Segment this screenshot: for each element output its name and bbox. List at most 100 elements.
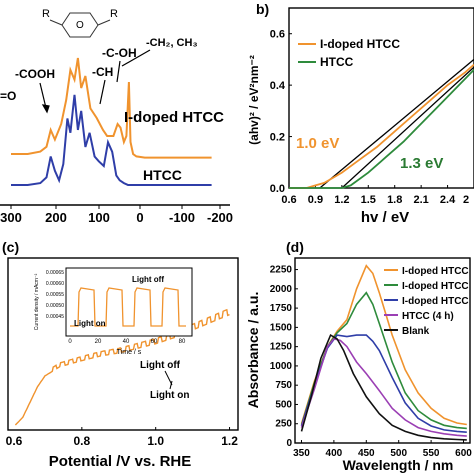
panel-d-x-tick-label: 550 — [423, 448, 440, 459]
panel-c-light-on: Light on — [150, 390, 189, 401]
label-ch: -CH — [92, 65, 113, 79]
panel-c-x-tick-label: 0.8 — [74, 434, 91, 448]
inset-ylabel: Current density / mAcm⁻² — [34, 273, 40, 330]
panel-b-fit-line — [341, 66, 474, 189]
panel-b-x-tick-label: 2 — [463, 194, 469, 206]
inset-y-tick-label: 0.00065 — [46, 270, 64, 276]
panel-d-frame — [294, 257, 471, 444]
inset-light-off: Light off — [132, 275, 164, 284]
panel-b-y-tick-label: 0.2 — [270, 132, 285, 144]
panel-b-series-line — [289, 69, 474, 189]
arrow-line — [39, 82, 47, 109]
inset-x-tick-label: 40 — [123, 339, 130, 345]
panel-b-y-tick-label: 0.6 — [270, 29, 285, 41]
label-ch2ch3: -CH₂, CH₃ — [146, 37, 198, 49]
panel-d-series — [300, 264, 467, 441]
panel-d-y-tick-label: 0 — [286, 438, 292, 449]
panel-b-x-tick-label: 0.6 — [281, 194, 296, 206]
panel-d-y-tick-label: 1250 — [270, 342, 293, 353]
arrow-line — [116, 60, 121, 83]
annotation-arrows — [39, 49, 151, 114]
panel-d-legend: I-doped HTCC I-doped HTCC I-doped HTCC HTCC… — [384, 266, 469, 337]
panel-a-series — [11, 57, 212, 186]
panel-b-annotation-2: 1.3 eV — [400, 155, 443, 172]
panel-b: b) (ahv)² / eV²nm⁻² hv / eV 0.6 0.9 1.2 1.5… — [247, 1, 474, 226]
label-eqo: =O — [0, 89, 16, 103]
label-htcc: HTCC — [143, 167, 182, 183]
panel-d-y-tick-label: 1000 — [270, 361, 293, 372]
panel-d-x-tick-label: 350 — [293, 448, 310, 459]
panel-d-y-tick-label: 500 — [275, 399, 292, 410]
panel-b-legend-2: HTCC — [320, 55, 354, 69]
panel-d-y-tick-label: 2250 — [270, 265, 293, 276]
panel-a-series-line — [11, 94, 212, 186]
panel-d-tag: (d) — [286, 239, 304, 255]
panel-a-tick-label: 200 — [45, 210, 67, 225]
panel-d-legend-label: I-doped HTCC — [402, 296, 469, 307]
inset-x-tick-label: 60 — [151, 339, 158, 345]
panel-d-ticks: 350 400 450 500 550 600 0 250 500 750 1000 1250 1500… — [270, 265, 473, 459]
panel-b-x-tick-label: 2.4 — [440, 194, 456, 206]
inset-ticks: 0.00065 0.00060 0.00055 0.00050 0.00045 0 20 40… — [46, 270, 186, 345]
inset-y-tick-label: 0.00055 — [46, 292, 64, 298]
arrow-line — [121, 49, 151, 67]
label-cooh: -COOH — [15, 67, 55, 81]
panel-a-tick-label: -100 — [169, 210, 195, 225]
panel-a-tick-label: 300 — [0, 210, 22, 225]
panel-d-y-tick-label: 750 — [275, 380, 292, 391]
panel-b-x-tick-label: 1.8 — [387, 194, 402, 206]
panel-d-legend-label: I-doped HTCC — [402, 266, 469, 277]
panel-c-frame — [7, 257, 239, 431]
arrow-head — [41, 104, 50, 114]
panel-b-ticks: 0.6 0.9 1.2 1.5 1.8 2.1 2.4 2 0.0 0.2 0.4 0.6 — [270, 29, 474, 206]
panel-b-tag: b) — [256, 1, 269, 17]
molecule-sketch — [49, 12, 111, 38]
inset-x-tick-label: 80 — [179, 339, 186, 345]
panel-d-legend-label: HTCC (4 h) — [402, 311, 454, 322]
bond-line — [49, 19, 63, 26]
inset-y-tick-label: 0.00060 — [46, 281, 64, 287]
panel-b-frame — [288, 7, 474, 189]
label-r1: R — [42, 8, 50, 20]
panel-c-light-off: Light off — [140, 360, 181, 371]
panel-c-tag: (c) — [2, 239, 19, 255]
inset-frame — [65, 267, 193, 337]
inset-x-tick-label: 20 — [95, 339, 102, 345]
panel-a-tick-label: 100 — [88, 210, 110, 225]
inset-light-on: Light on — [74, 319, 106, 328]
panel-b-x-tick-label: 1.5 — [361, 194, 376, 206]
panel-d-ylabel: Absorbance / a.u. — [245, 292, 261, 409]
panel-a-tick-label: 0 — [136, 210, 143, 225]
panel-b-y-tick-label: 0.4 — [270, 80, 286, 92]
panel-d-y-tick-label: 2000 — [270, 284, 293, 295]
panel-d-series-line — [300, 333, 467, 441]
inset-xlabel: Time / s — [117, 349, 142, 356]
panel-b-annotation-1: 1.0 eV — [296, 135, 339, 152]
panel-b-xlabel: hv / eV — [361, 209, 409, 226]
panel-c-inset: Current density / mAcm⁻² Time / s 0.0006… — [34, 267, 193, 356]
panel-d-y-tick-label: 1500 — [270, 322, 293, 333]
panel-d-x-tick-label: 450 — [358, 448, 375, 459]
bond-line — [97, 19, 111, 26]
panel-c-series-line — [14, 308, 230, 426]
panel-d-series-line — [300, 338, 467, 437]
label-idoped-htcc: I-doped HTCC — [124, 109, 224, 126]
panel-c-x-tick-label: 1.2 — [221, 434, 238, 448]
arrow-line — [99, 79, 106, 105]
panel-c-x-tick-label: 1.0 — [147, 434, 164, 448]
panel-d-x-tick-label: 400 — [326, 448, 343, 459]
label-coh: -C-OH — [102, 46, 137, 60]
panel-b-series — [289, 58, 474, 189]
panel-a: 300 200 100 0 -100 -200 R R O -COOH =O -CH -C… — [0, 8, 233, 225]
panel-a-series-line — [11, 57, 212, 159]
panel-d-legend-label: Blank — [402, 326, 430, 337]
panel-b-y-tick-label: 0.0 — [270, 183, 285, 195]
panel-c-ticks: 0.6 0.8 1.0 1.2 — [6, 427, 238, 448]
panel-b-fit-line — [319, 58, 474, 189]
panel-d-x-tick-label: 600 — [455, 448, 472, 459]
panel-b-x-tick-label: 2.1 — [413, 194, 428, 206]
panel-d: (d) Absorbance / a.u. Wavelength / nm 35… — [245, 239, 472, 473]
panel-c-arrow — [169, 380, 173, 390]
panel-d-x-tick-label: 500 — [390, 448, 407, 459]
